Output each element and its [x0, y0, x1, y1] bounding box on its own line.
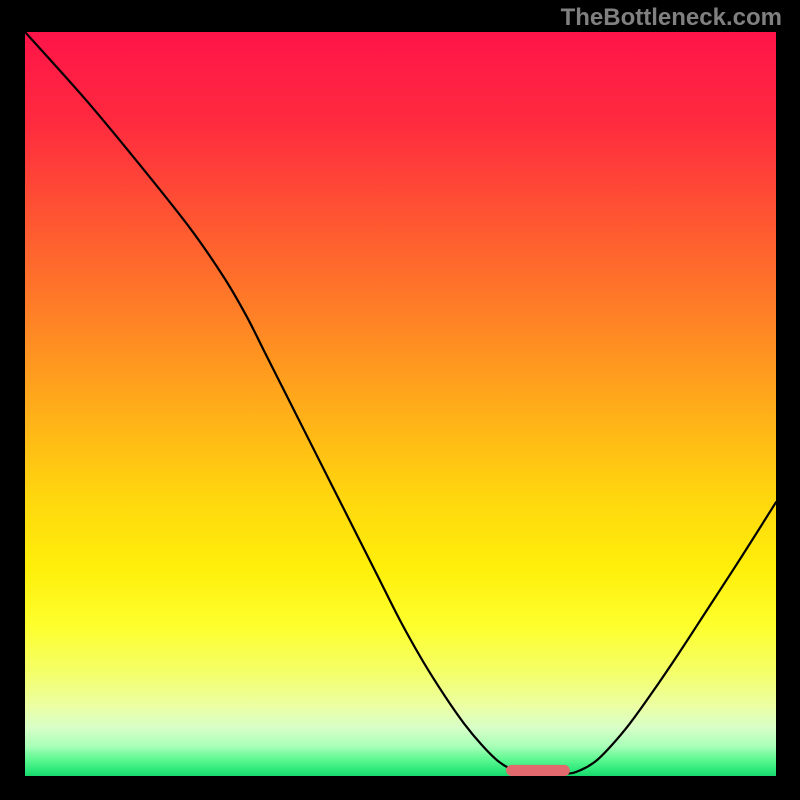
optimal-marker [506, 765, 570, 776]
bottleneck-curve [25, 32, 776, 774]
plot-area [25, 32, 776, 776]
curve-layer [25, 32, 776, 776]
watermark-text: TheBottleneck.com [561, 4, 782, 32]
